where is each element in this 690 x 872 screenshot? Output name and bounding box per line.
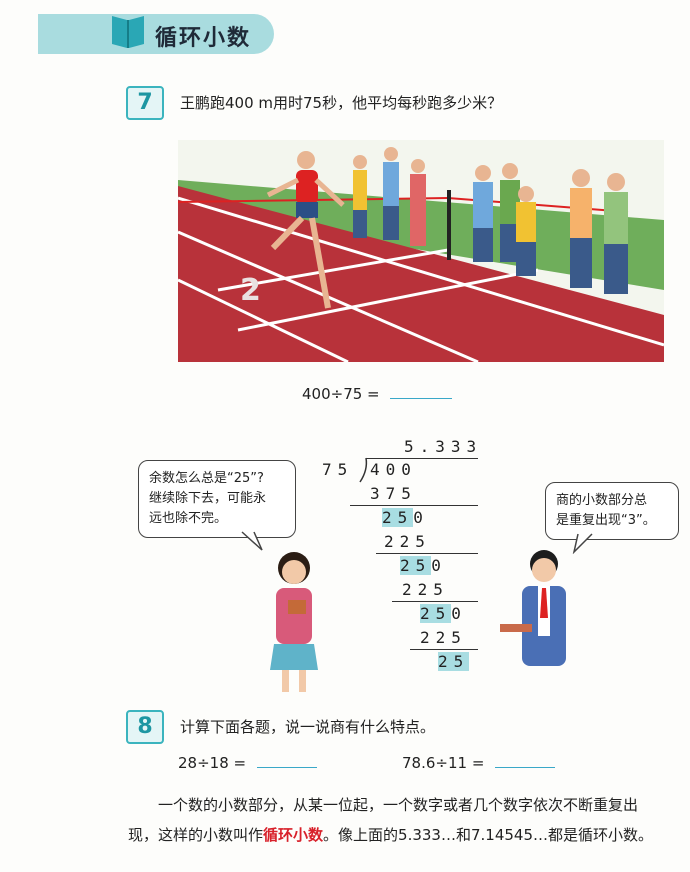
bubble-tail <box>241 531 263 551</box>
remainder-highlight: 25 <box>382 508 414 527</box>
remainder-row: 250 <box>420 604 467 623</box>
problem-7-equation: 400÷75 = <box>302 384 453 403</box>
division-bar <box>366 458 478 459</box>
remainder-highlight: 25 <box>420 604 452 623</box>
division-bracket <box>359 457 368 483</box>
problem-8-number: 8 <box>126 710 164 744</box>
answer-blank[interactable] <box>256 753 317 768</box>
remainder-row: 25 <box>438 652 470 671</box>
remainder-row: 250 <box>400 556 447 575</box>
bubble-tail <box>572 533 593 554</box>
answer-blank[interactable] <box>495 753 556 768</box>
problem-8-question: 计算下面各题，说一说商有什么特点。 <box>180 718 436 736</box>
book-icon <box>112 16 144 48</box>
dividend: 400 <box>370 460 417 479</box>
answer-blank[interactable] <box>390 384 453 399</box>
problem-8-eq1: 28÷18 = <box>178 753 317 772</box>
runner-figure <box>266 151 345 309</box>
partial-product: 225 <box>420 628 467 647</box>
partial-product: 225 <box>384 532 431 551</box>
remainder-row: 250 <box>382 508 429 527</box>
problem-8-eq2: 78.6÷11 = <box>402 753 556 772</box>
boy-speech-bubble: 商的小数部分总 是重复出现“3”。 <box>545 482 679 540</box>
partial-product: 375 <box>370 484 417 503</box>
problem-7-number: 7 <box>126 86 164 120</box>
girl-figure <box>270 552 318 692</box>
definition-line-1: 一个数的小数部分，从某一位起，一个数字或者几个数字依次不断重复出 <box>158 796 639 814</box>
race-illustration: 2 <box>178 140 664 362</box>
term-circulating-decimal: 循环小数 <box>263 826 324 844</box>
girl-speech-bubble: 余数怎么总是“25”? 继续除下去，可能永 远也除不完。 <box>138 460 296 538</box>
remainder-highlight: 25 <box>438 652 470 671</box>
section-title: 循环小数 <box>155 26 252 51</box>
divisor: 75 <box>322 460 354 479</box>
remainder-highlight: 25 <box>400 556 432 575</box>
equation-text: 28÷18 = <box>178 754 247 772</box>
problem-7-question: 王鹏跑400 m用时75秒，他平均每秒跑多少米？ <box>180 94 503 112</box>
spectators <box>353 147 628 294</box>
definition-line-2: 现，这样的小数叫作循环小数。像上面的5.333…和7.14545…都是循环小数。 <box>128 826 654 844</box>
lane-number: 2 <box>240 273 261 308</box>
boy-figure <box>500 550 566 666</box>
equation-text: 78.6÷11 = <box>402 754 485 772</box>
partial-product: 225 <box>402 580 449 599</box>
equation-text: 400÷75 = <box>302 385 380 403</box>
section-banner <box>38 14 274 54</box>
quotient: 5.333 <box>404 437 483 456</box>
